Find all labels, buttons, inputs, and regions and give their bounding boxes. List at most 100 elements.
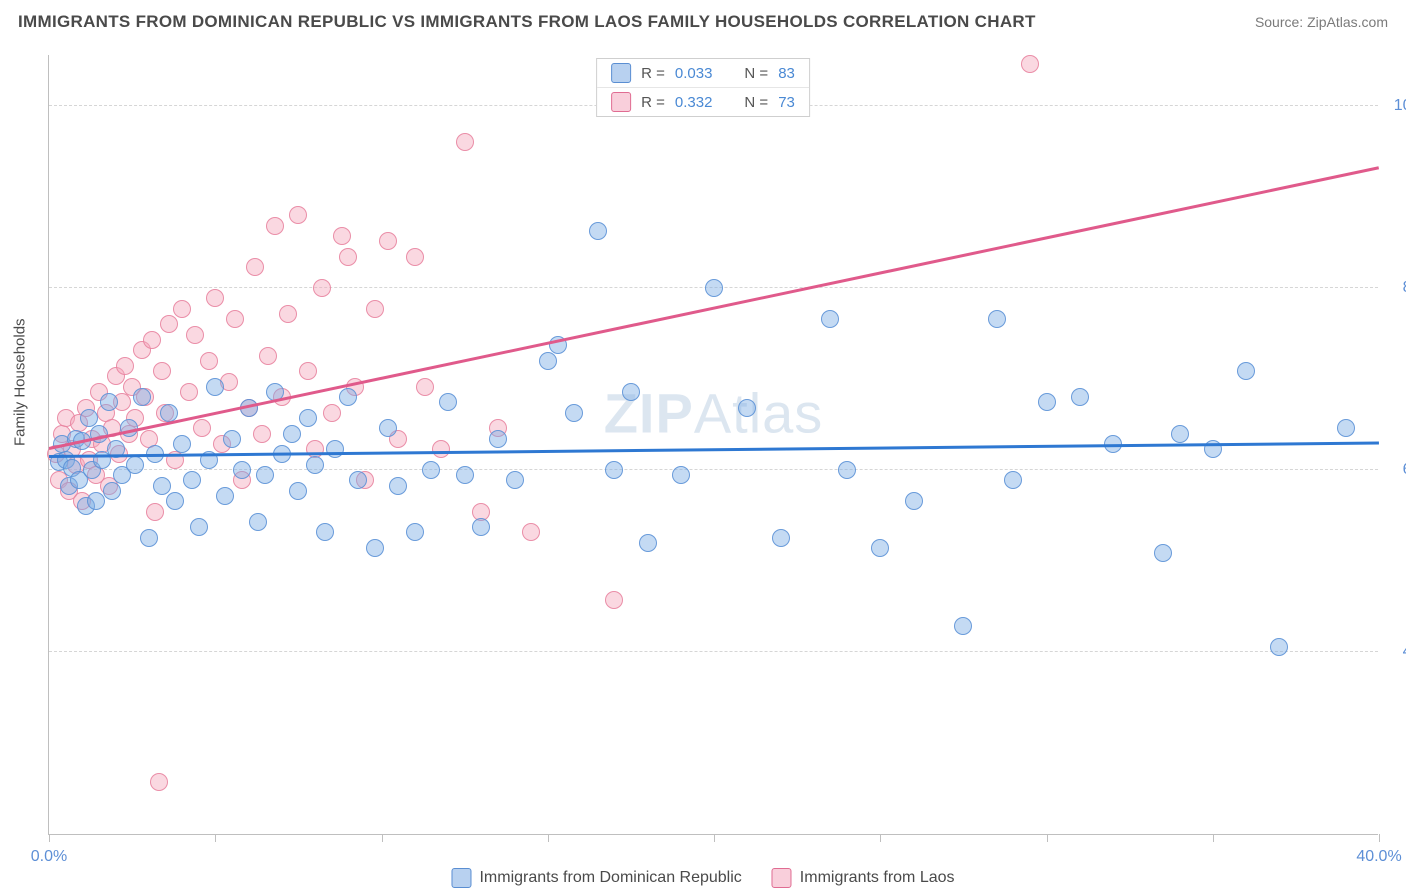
x-tick — [880, 834, 881, 842]
x-tick — [1213, 834, 1214, 842]
point-dominican — [366, 539, 384, 557]
point-dominican — [821, 310, 839, 328]
point-dominican — [672, 466, 690, 484]
point-laos — [173, 300, 191, 318]
point-dominican — [738, 399, 756, 417]
point-dominican — [306, 456, 324, 474]
point-laos — [160, 315, 178, 333]
point-dominican — [439, 393, 457, 411]
point-laos — [206, 289, 224, 307]
y-tick-label: 100.0% — [1386, 97, 1406, 115]
point-dominican — [326, 440, 344, 458]
point-laos — [186, 326, 204, 344]
point-dominican — [622, 383, 640, 401]
y-tick-label: 82.5% — [1395, 279, 1406, 297]
point-laos — [116, 357, 134, 375]
point-laos — [299, 362, 317, 380]
point-dominican — [100, 393, 118, 411]
point-laos — [200, 352, 218, 370]
x-tick — [1379, 834, 1380, 842]
point-dominican — [103, 482, 121, 500]
point-dominican — [283, 425, 301, 443]
n-label: N = — [744, 94, 768, 111]
point-dominican — [1237, 362, 1255, 380]
swatch-a-icon — [451, 868, 471, 888]
point-dominican — [190, 518, 208, 536]
point-laos — [180, 383, 198, 401]
point-laos — [416, 378, 434, 396]
watermark-bold: ZIP — [604, 382, 694, 445]
legend-label-b: Immigrants from Laos — [800, 869, 955, 887]
point-laos — [379, 232, 397, 250]
trendline-laos — [49, 166, 1380, 449]
point-laos — [193, 419, 211, 437]
point-dominican — [1004, 471, 1022, 489]
point-dominican — [289, 482, 307, 500]
point-dominican — [299, 409, 317, 427]
point-dominican — [905, 492, 923, 510]
point-dominican — [1154, 544, 1172, 562]
point-dominican — [472, 518, 490, 536]
point-dominican — [126, 456, 144, 474]
point-dominican — [988, 310, 1006, 328]
point-dominican — [389, 477, 407, 495]
x-tick — [49, 834, 50, 842]
point-dominican — [1270, 638, 1288, 656]
x-tick — [714, 834, 715, 842]
point-dominican — [639, 534, 657, 552]
point-dominican — [233, 461, 251, 479]
point-laos — [289, 206, 307, 224]
gridline — [49, 651, 1378, 652]
point-laos — [522, 523, 540, 541]
point-dominican — [87, 492, 105, 510]
y-axis-label: Family Households — [12, 318, 29, 446]
n-value-a: 83 — [778, 65, 795, 82]
r-label: R = — [641, 65, 665, 82]
point-dominican — [406, 523, 424, 541]
point-laos — [323, 404, 341, 422]
point-dominican — [249, 513, 267, 531]
point-laos — [313, 279, 331, 297]
point-laos — [246, 258, 264, 276]
trendline-dominican — [49, 442, 1379, 458]
point-laos — [1021, 55, 1039, 73]
point-dominican — [256, 466, 274, 484]
point-laos — [605, 591, 623, 609]
swatch-a-icon — [611, 63, 631, 83]
point-laos — [153, 362, 171, 380]
x-tick — [215, 834, 216, 842]
point-dominican — [349, 471, 367, 489]
plot-area: ZIPAtlas 47.5%65.0%82.5%100.0%0.0%40.0% — [48, 55, 1378, 835]
point-laos — [143, 331, 161, 349]
point-dominican — [506, 471, 524, 489]
x-tick — [548, 834, 549, 842]
stats-row-b: R = 0.332 N = 73 — [597, 87, 809, 116]
point-dominican — [605, 461, 623, 479]
point-dominican — [954, 617, 972, 635]
point-dominican — [705, 279, 723, 297]
point-dominican — [456, 466, 474, 484]
point-dominican — [160, 404, 178, 422]
x-tick-label: 0.0% — [31, 848, 67, 866]
point-dominican — [339, 388, 357, 406]
point-laos — [266, 217, 284, 235]
point-laos — [253, 425, 271, 443]
point-laos — [366, 300, 384, 318]
n-label: N = — [744, 65, 768, 82]
point-laos — [456, 133, 474, 151]
point-dominican — [565, 404, 583, 422]
point-dominican — [183, 471, 201, 489]
r-label: R = — [641, 94, 665, 111]
x-tick — [1047, 834, 1048, 842]
watermark-thin: Atlas — [694, 382, 824, 445]
point-laos — [259, 347, 277, 365]
point-dominican — [489, 430, 507, 448]
legend-item-a: Immigrants from Dominican Republic — [451, 868, 741, 888]
point-dominican — [838, 461, 856, 479]
point-laos — [279, 305, 297, 323]
legend-item-b: Immigrants from Laos — [772, 868, 955, 888]
point-laos — [339, 248, 357, 266]
point-dominican — [140, 529, 158, 547]
point-dominican — [133, 388, 151, 406]
point-dominican — [422, 461, 440, 479]
